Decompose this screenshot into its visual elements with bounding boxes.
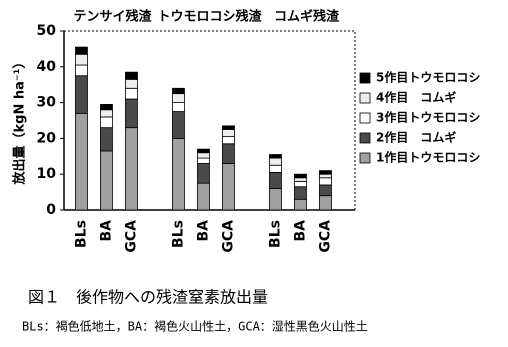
caption-title: 図１ 後作物への残渣窒素放出量 xyxy=(28,288,268,307)
bar-segment xyxy=(222,163,235,211)
bar-segment xyxy=(172,93,185,104)
bar-segment xyxy=(75,64,88,77)
x-tick-label: BLs xyxy=(267,220,283,248)
bar-segment xyxy=(319,177,332,186)
x-tick-label: GCA xyxy=(220,220,236,253)
bar-segment xyxy=(172,137,185,211)
y-tick-label: 50 xyxy=(37,23,57,39)
bar-segment xyxy=(269,188,282,211)
bar-segment xyxy=(125,87,138,100)
caption-note: BLs：褐色低地土，BA：褐色火山性土，GCA：湿性黒色火山性土 xyxy=(22,319,368,334)
bar-segment xyxy=(197,152,210,159)
bar-segment xyxy=(197,163,210,184)
x-tick-label: BA xyxy=(195,220,211,242)
legend-swatch xyxy=(359,112,371,124)
legend-label: 4作目 コムギ xyxy=(376,90,456,105)
x-tick-label: BLs xyxy=(170,220,186,248)
bar-segment xyxy=(125,78,138,89)
bar-segment xyxy=(197,148,210,154)
bar-segment xyxy=(269,164,282,173)
bar-segment xyxy=(197,157,210,164)
plot-frame xyxy=(63,30,356,211)
x-tick-label: BLs xyxy=(73,220,89,248)
bar-segment xyxy=(222,129,235,138)
bar-segment xyxy=(125,127,138,211)
bar-segment xyxy=(75,75,88,114)
bar-segment xyxy=(125,71,138,80)
bar-segment xyxy=(319,184,332,197)
bar-segment xyxy=(100,103,113,111)
x-tick-label: BA xyxy=(292,220,308,242)
legend-swatch xyxy=(359,72,371,84)
y-axis-label: 放出量（kgN ha⁻¹） xyxy=(12,56,28,186)
bar-segment xyxy=(125,98,138,129)
y-tick-label: 40 xyxy=(37,59,57,75)
legend-swatch xyxy=(359,132,371,144)
x-tick-label: BA xyxy=(98,220,114,242)
bar-segment xyxy=(100,150,113,211)
y-tick-label: 20 xyxy=(37,130,57,146)
bar-segment xyxy=(269,157,282,166)
bar-segment xyxy=(269,154,282,159)
bar-segment xyxy=(294,173,307,179)
y-tick-label: 0 xyxy=(46,202,56,218)
bar-segment xyxy=(172,102,185,112)
x-tick-label: GCA xyxy=(123,220,139,253)
bar-segment xyxy=(222,125,235,130)
y-tick-label: 10 xyxy=(37,166,57,182)
bar-segment xyxy=(197,182,210,211)
bar-segment xyxy=(294,186,307,200)
bar-segment xyxy=(75,46,88,55)
bar-segment xyxy=(222,136,235,145)
bar-segment xyxy=(294,180,307,188)
legend-label: 1作目トウモロコシ xyxy=(376,150,480,165)
bar-segment xyxy=(294,177,307,182)
bar-segment xyxy=(75,112,88,211)
group-label: テンサイ残渣 xyxy=(73,9,152,25)
legend-swatch xyxy=(359,152,371,164)
legend-label: 3作目トウモロコシ xyxy=(376,110,480,125)
bar-segment xyxy=(294,198,307,211)
bar-segment xyxy=(100,127,113,152)
bar-segment xyxy=(319,173,332,179)
bar-segment xyxy=(100,116,113,129)
bar-segment xyxy=(172,111,185,139)
bar-segment xyxy=(269,172,282,189)
legend-swatch xyxy=(359,92,371,104)
legend-label: 5作目トウモロコシ xyxy=(376,70,480,85)
bar-segment xyxy=(100,109,113,118)
bar-segment xyxy=(319,195,332,211)
y-tick-label: 30 xyxy=(37,95,57,111)
bar-segment xyxy=(222,143,235,164)
x-tick-label: GCA xyxy=(317,220,333,253)
group-label: トウモロコシ残渣 xyxy=(157,9,262,25)
bar-segment xyxy=(172,87,185,95)
group-label: コムギ残渣 xyxy=(274,9,340,25)
bar-segment xyxy=(319,170,332,175)
legend-label: 2作目 コムギ xyxy=(376,130,456,145)
bar-segment xyxy=(75,53,88,66)
